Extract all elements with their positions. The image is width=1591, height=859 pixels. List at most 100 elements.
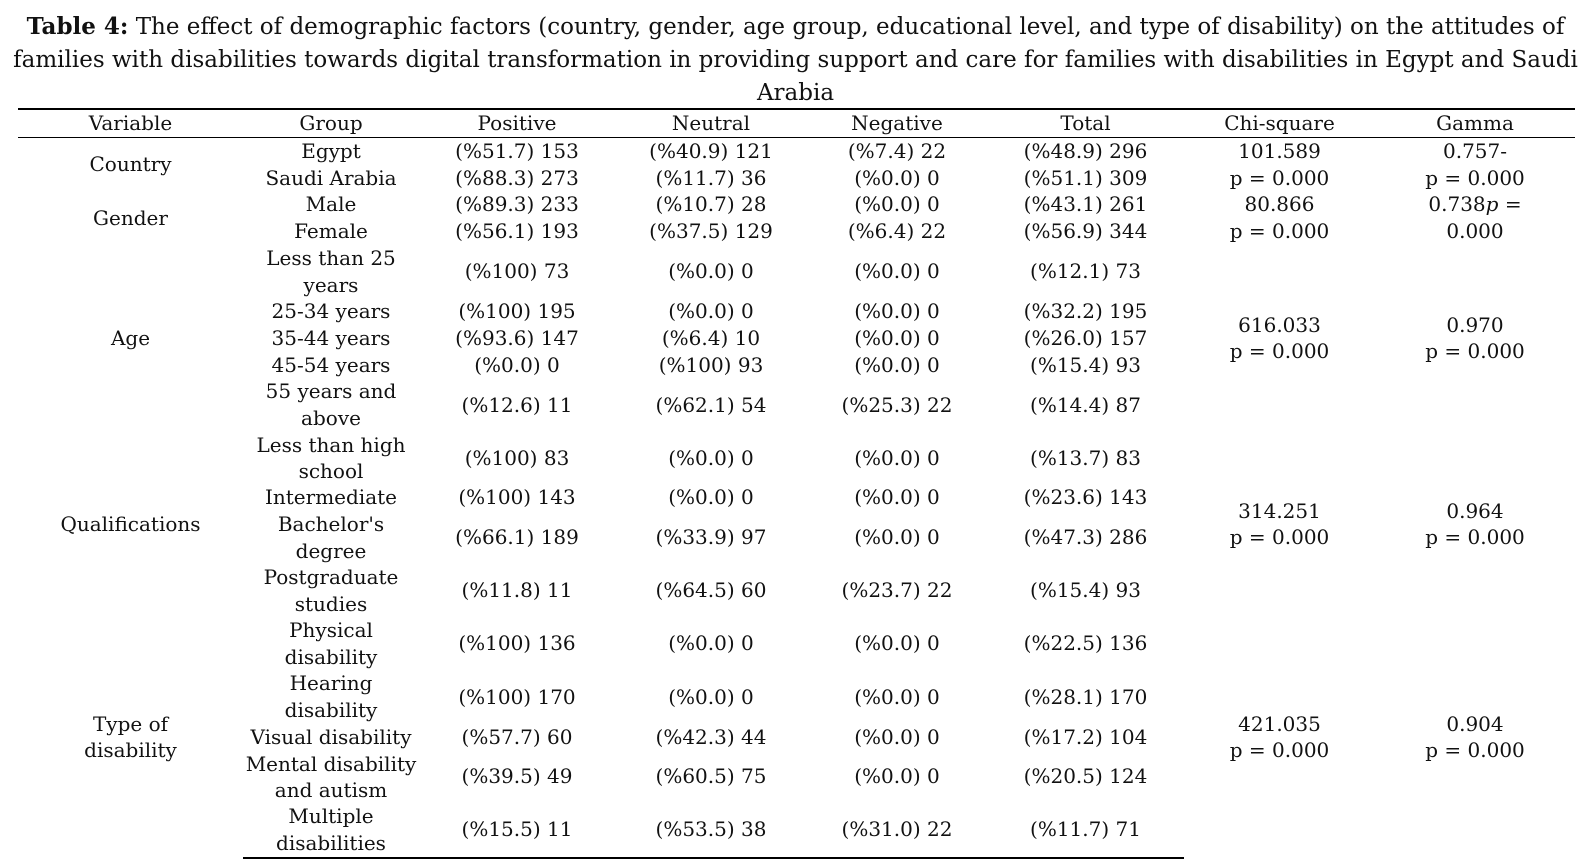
- total-cell: (%13.7) 83: [1030, 445, 1141, 470]
- negative-cell: (%0.0) 0: [854, 445, 940, 470]
- group-cell: Less than 25 years: [266, 245, 396, 297]
- neutral-cell: (%42.3) 44: [655, 724, 767, 749]
- group-cell: 45-54 years: [271, 352, 391, 377]
- positive-cell: (%89.3) 233: [455, 192, 579, 217]
- positive-cell: (%39.5) 49: [461, 764, 573, 789]
- group-cell: Multiple disabilities: [243, 803, 419, 859]
- total-cell: (%43.1) 261: [1023, 192, 1148, 217]
- table-row: Age Less than 25 years (%100) 73 (%0.0) …: [18, 245, 1575, 363]
- gamma-cell: 0.904 p = 0.000: [1375, 617, 1575, 858]
- positive-cell: (%15.5) 11: [419, 803, 615, 859]
- negative-cell: (%25.3) 22: [841, 392, 953, 417]
- negative-cell: (%0.0) 0: [854, 192, 940, 217]
- gamma-p-equals: =: [1498, 192, 1522, 217]
- group-cell: Physical disability: [284, 618, 378, 669]
- header-variable: Variable: [18, 108, 243, 138]
- header-row: Variable Group Positive Neutral Negative…: [18, 108, 1575, 138]
- neutral-cell: (%60.5) 75: [655, 764, 767, 789]
- group-cell: Hearing disability: [284, 671, 378, 723]
- header-positive: Positive: [419, 108, 615, 138]
- gamma-p: p = 0.000: [1425, 738, 1525, 763]
- table-label: Table 4:: [26, 13, 129, 40]
- positive-cell: (%12.6) 11: [461, 392, 573, 417]
- negative-cell: (%7.4) 22: [847, 139, 947, 163]
- total-cell: (%17.2) 104: [1023, 724, 1148, 749]
- table-row: 35-44 years (%93.6) 147 (%6.4) 10 (%0.0)…: [18, 325, 1575, 352]
- variable-cell: Gender: [93, 205, 168, 230]
- group-line: Postgraduate: [263, 565, 399, 590]
- group-cell: 35-44 years: [271, 325, 391, 350]
- positive-cell: (%51.7) 153: [455, 139, 579, 163]
- gamma-value: 0.970: [1446, 312, 1504, 337]
- chi-p: p = 0.000: [1229, 525, 1330, 550]
- total-cell: (%56.9) 344: [1023, 219, 1148, 244]
- neutral-cell: (%0.0) 0: [668, 445, 754, 470]
- group-line: Mental disability: [245, 751, 417, 776]
- positive-cell: (%100) 195: [458, 299, 576, 324]
- neutral-cell: (%0.0) 0: [668, 684, 754, 709]
- total-cell: (%11.7) 71: [987, 803, 1184, 859]
- group-cell: Female: [294, 219, 368, 244]
- group-line: studies: [294, 591, 368, 616]
- group-cell: Postgraduate studies: [243, 564, 419, 617]
- neutral-cell: (%0.0) 0: [668, 485, 754, 510]
- table-row: Female (%56.1) 193 (%37.5) 129 (%6.4) 22…: [18, 218, 1575, 245]
- total-cell: (%26.0) 157: [1023, 325, 1148, 350]
- negative-cell: (%0.0) 0: [854, 325, 940, 350]
- chi-value: 421.035: [1238, 711, 1321, 736]
- neutral-cell: (%64.5) 60: [655, 578, 767, 603]
- gamma-cell: 0.964 p = 0.000: [1375, 432, 1575, 617]
- variable-line: disability: [84, 738, 177, 763]
- header-group: Group: [243, 108, 419, 138]
- total-cell: (%14.4) 87: [1030, 392, 1141, 417]
- chi-value-cell: 80.866: [1244, 192, 1315, 217]
- neutral-cell: (%62.1) 54: [655, 392, 767, 417]
- positive-cell: (%66.1) 189: [455, 525, 579, 550]
- gamma-p-cell: 0.000: [1446, 219, 1504, 244]
- table-row: Hearing disability (%100) 170 (%0.0) 0 (…: [18, 670, 1575, 723]
- results-table: Variable Group Positive Neutral Negative…: [18, 108, 1575, 859]
- negative-cell: (%0.0) 0: [854, 631, 940, 656]
- neutral-cell: (%37.5) 129: [649, 219, 773, 244]
- chi-p-cell: p = 0.000: [1229, 165, 1330, 190]
- negative-cell: (%0.0) 0: [854, 724, 940, 749]
- header-total: Total: [987, 108, 1184, 138]
- neutral-cell: (%0.0) 0: [668, 259, 754, 284]
- group-cell: Mental disability and autism: [243, 751, 419, 804]
- total-cell: (%23.6) 143: [1023, 485, 1148, 510]
- total-cell: (%15.4) 93: [1030, 578, 1141, 603]
- neutral-cell: (%33.9) 97: [655, 525, 767, 550]
- group-cell: Saudi Arabia: [265, 165, 397, 190]
- positive-cell: (%100) 73: [464, 259, 570, 284]
- table-row: 25-34 years (%100) 195 (%0.0) 0 (%0.0) 0…: [18, 298, 1575, 325]
- gamma-p-cell: p = 0.000: [1425, 165, 1525, 190]
- gamma-value-cell: 0.757-: [1442, 139, 1507, 163]
- table-caption: Table 4: The effect of demographic facto…: [0, 0, 1591, 110]
- positive-cell: (%57.7) 60: [461, 724, 573, 749]
- group-cell: Less than high school: [243, 432, 419, 485]
- neutral-cell: (%6.4) 10: [661, 325, 761, 350]
- chi-p: p = 0.000: [1229, 339, 1330, 364]
- group-line: and autism: [274, 777, 388, 802]
- negative-cell: (%6.4) 22: [847, 219, 947, 244]
- gamma-p: p = 0.000: [1425, 525, 1525, 550]
- chi-square-cell: 314.251 p = 0.000: [1184, 432, 1375, 617]
- positive-cell: (%93.6) 147: [455, 325, 579, 350]
- neutral-cell: (%53.5) 38: [615, 803, 807, 859]
- chi-value: 314.251: [1238, 498, 1321, 523]
- group-cell: Egypt: [301, 139, 361, 163]
- group-line: Less than high: [256, 432, 406, 457]
- header-chi-square: Chi-square: [1184, 108, 1375, 138]
- group-cell: 55 years and above: [265, 379, 397, 431]
- table-row: Saudi Arabia (%88.3) 273 (%11.7) 36 (%0.…: [18, 165, 1575, 192]
- group-cell: Intermediate: [264, 485, 397, 510]
- variable-cell: Qualifications: [60, 512, 201, 537]
- positive-cell: (%11.8) 11: [461, 578, 573, 603]
- header-negative: Negative: [807, 108, 987, 138]
- variable-line: Type of: [92, 711, 169, 736]
- neutral-cell: (%40.9) 121: [649, 139, 773, 163]
- neutral-cell: (%10.7) 28: [655, 192, 767, 217]
- total-cell: (%20.5) 124: [1023, 764, 1148, 789]
- neutral-cell: (%0.0) 0: [668, 299, 754, 324]
- header-neutral: Neutral: [615, 108, 807, 138]
